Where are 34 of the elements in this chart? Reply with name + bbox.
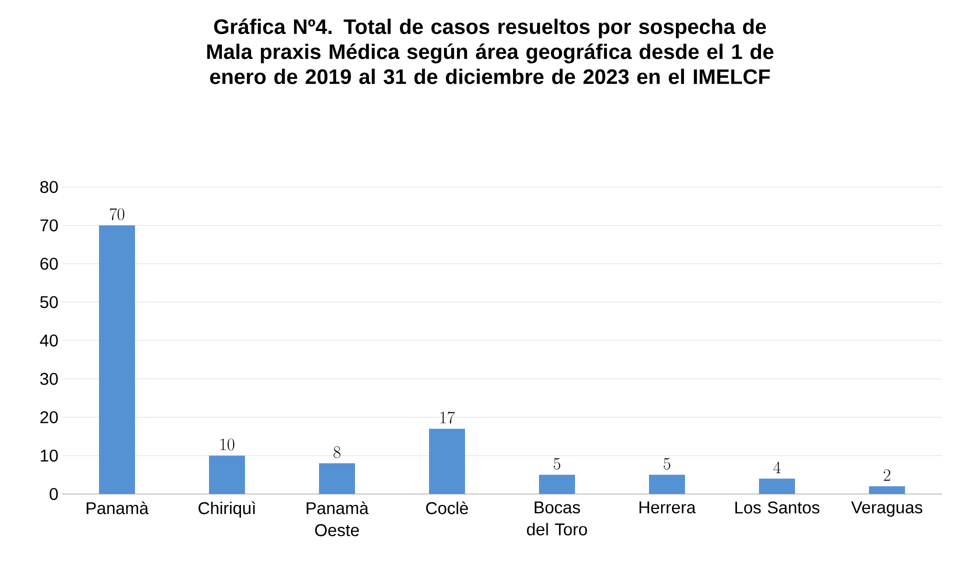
x-tick-label: Panamà Oeste [306,502,369,536]
x-tick-label: Chiriquì [198,502,256,518]
y-tick-label: 40 [40,334,58,347]
bar [649,474,685,494]
chart-title: Gráfica Nº4. Total de casos resueltos por sospecha de Mala praxis Médica según área geográfica desde el 1 de enero de 2019 al 31 de diciembre de 2023 en el IMELCF [207,18,774,84]
data-label: 5 [664,458,670,470]
data-label: 4 [773,462,781,474]
y-tick-label: 10 [40,450,58,462]
x-tick-label: Panamà [86,502,149,514]
bar [539,474,575,494]
data-label: 70 [110,208,124,220]
x-tick-label: Coclè [426,502,468,514]
bar [319,463,356,494]
y-tick-label: 70 [40,219,58,232]
y-tick-label: 20 [40,411,58,424]
data-label: 10 [220,438,234,450]
bar [758,478,795,494]
y-tick-label: 80 [40,180,58,194]
data-label: 2 [884,469,890,481]
y-tick-label: 30 [40,372,58,385]
x-tick-label: Los Santos [735,502,820,514]
bar [99,225,136,494]
y-tick-label: 50 [40,296,58,308]
x-tick-label: Herrera [640,502,696,514]
x-tick-label: Veraguas [851,502,922,517]
y-tick-label: 0 [50,488,58,500]
y-tick-label: 60 [40,258,58,270]
bar [429,428,465,494]
x-tick-label: Bocas del Toro [527,502,587,536]
data-label: 17 [440,412,455,424]
bar [868,486,905,494]
data-label: 5 [554,458,560,470]
bar [209,456,246,494]
data-label: 8 [334,446,340,458]
